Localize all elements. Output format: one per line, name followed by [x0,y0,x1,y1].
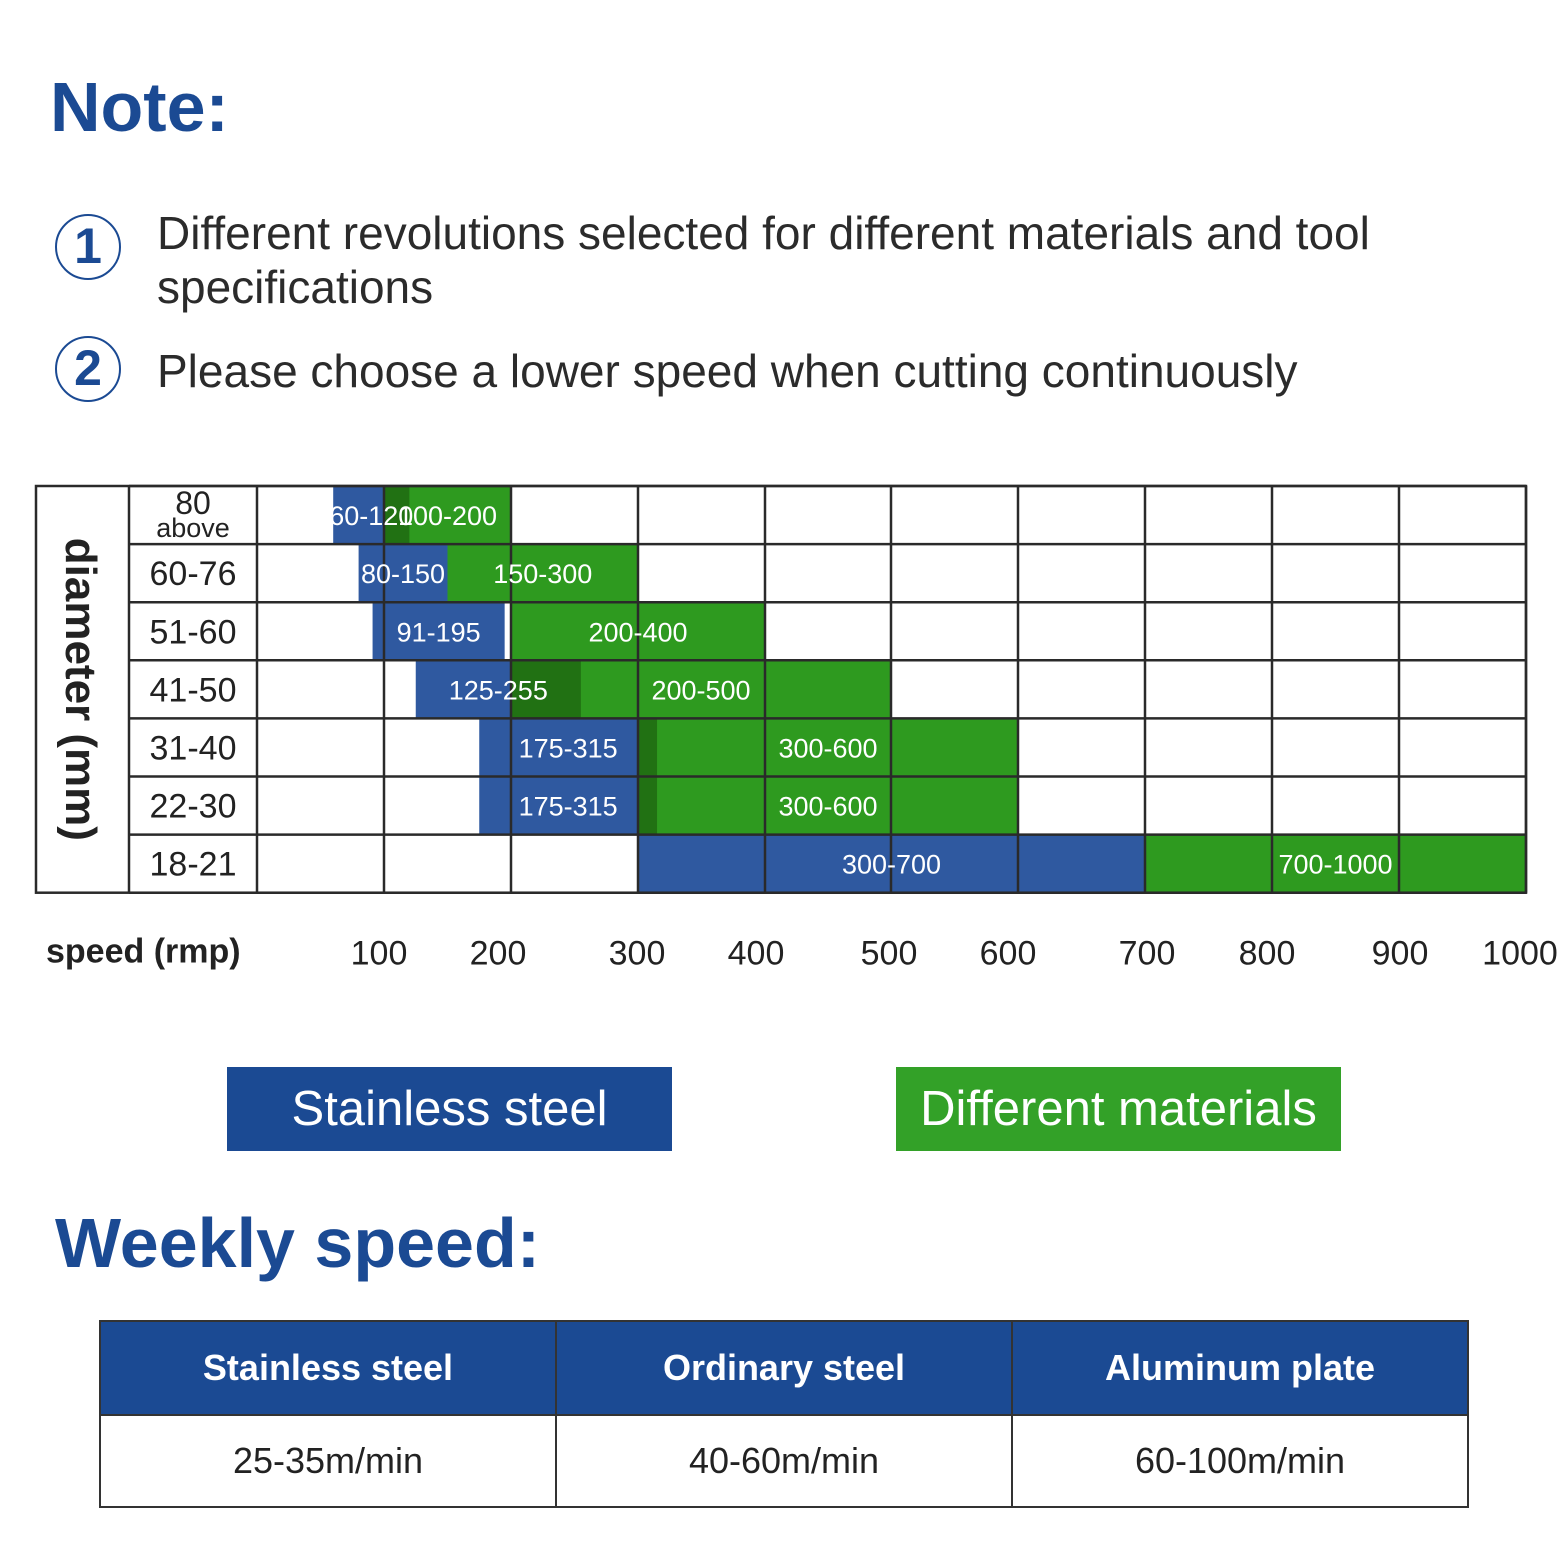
stainless-bar-2 [372,602,505,661]
overlap-region-5 [638,776,658,835]
row-label-1: 60-76 [150,555,237,593]
weekly-value-aluminum: 60-100m/min [1011,1414,1469,1508]
weekly-header-aluminum: Aluminum plate [1011,1320,1469,1416]
range-label-materials-3: 200-500 [651,675,750,705]
weekly-header-stainless: Stainless steel [99,1320,557,1416]
range-label-stainless-1: 80-150 [361,559,445,589]
x-tick-label-1: 200 [470,935,527,973]
row-label-2: 51-60 [150,613,237,651]
range-label-stainless-5: 175-315 [519,792,618,822]
note-text-1: Different revolutions selected for diffe… [157,207,1370,313]
y-axis-label: diameter (mm) [56,538,105,841]
materials-bar-4 [638,718,1018,777]
number-1-icon: 1 [55,214,121,280]
overlap-region-3 [511,660,581,719]
row-label-4: 31-40 [150,729,237,767]
legend-different-materials: Different materials [896,1067,1341,1151]
overlap-region-0 [384,486,410,545]
materials-bar-5 [638,776,1018,835]
x-tick-label-5: 600 [980,935,1037,973]
range-label-materials-6: 700-1000 [1278,850,1392,880]
stainless-bar-5 [479,776,658,835]
speed-chart: 60-120 80-150 91-195 125-255 175-315 175-315 3… [34,484,1558,973]
materials-bar-6 [1145,834,1526,893]
range-label-materials-1: 150-300 [493,559,592,589]
weekly-header-ordinary: Ordinary steel [555,1320,1013,1416]
materials-bar-1 [447,544,638,603]
note-title: Note: [50,68,229,146]
x-axis-label: speed (rmp) [46,933,241,971]
row-label-5: 22-30 [150,788,237,826]
overlap-region-4 [638,718,658,777]
range-label-materials-0: 100-200 [398,501,497,531]
x-tick-label-7: 800 [1239,935,1296,973]
weekly-value-ordinary: 40-60m/min [555,1414,1013,1508]
x-tick-label-2: 300 [609,935,666,973]
range-label-materials-2: 200-400 [588,617,687,647]
note-text-2: Please choose a lower speed when cutting… [157,345,1298,397]
range-label-materials-4: 300-600 [778,733,877,763]
x-tick-label-3: 400 [728,935,785,973]
row-label-0-line1: 80 [175,485,211,521]
row-label-6: 18-21 [150,846,237,884]
range-label-stainless-6: 300-700 [842,850,941,880]
weekly-value-stainless: 25-35m/min [99,1414,557,1508]
chart-border [34,484,1528,894]
weekly-header-row: Stainless steel Ordinary steel Aluminum … [99,1320,1469,1416]
x-tick-label-9: 1000 [1482,935,1558,973]
x-tick-label-8: 900 [1372,935,1429,973]
legend-stainless-steel: Stainless steel [227,1067,672,1151]
range-label-stainless-2: 91-195 [397,617,481,647]
weekly-value-row: 25-35m/min 40-60m/min 60-100m/min [99,1414,1469,1508]
range-label-stainless-3: 125-255 [449,675,548,705]
row-label-0-line2: above [156,513,230,543]
weekly-speed-table: Stainless steel Ordinary steel Aluminum … [99,1320,1469,1508]
range-label-stainless-0: 60-120 [329,501,413,531]
x-tick-label-0: 100 [351,935,408,973]
row-label-3: 41-50 [150,671,237,709]
weekly-speed-title: Weekly speed: [55,1204,541,1282]
x-tick-label-6: 700 [1119,935,1176,973]
number-2-icon: 2 [55,336,121,402]
range-label-stainless-4: 175-315 [519,733,618,763]
stainless-bar-1 [358,544,448,603]
stainless-bar-4 [479,718,658,777]
range-label-materials-5: 300-600 [778,792,877,822]
x-tick-label-4: 500 [861,935,918,973]
